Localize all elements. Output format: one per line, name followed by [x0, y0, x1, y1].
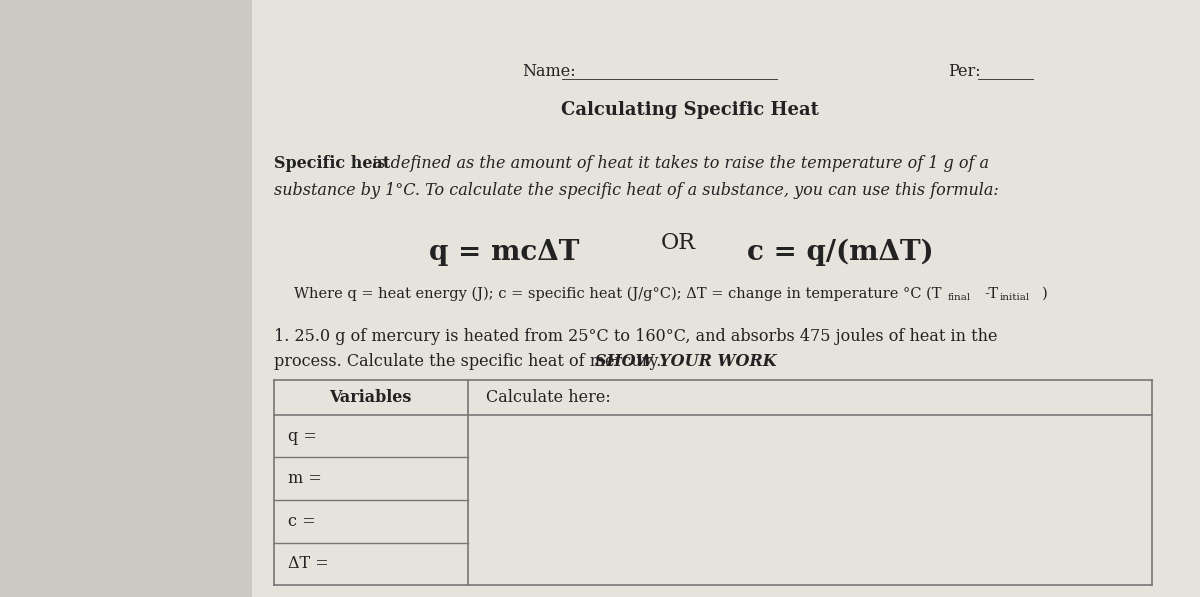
Text: substance by 1°C. To calculate the specific heat of a substance, you can use thi: substance by 1°C. To calculate the speci… [274, 182, 998, 199]
Text: final: final [948, 293, 971, 301]
Text: Specific heat: Specific heat [274, 155, 390, 172]
Text: Calculating Specific Heat: Calculating Specific Heat [562, 101, 818, 119]
Text: ΔT =: ΔT = [288, 555, 329, 573]
Text: Name:: Name: [522, 63, 576, 79]
Text: q = mcΔT: q = mcΔT [428, 239, 580, 266]
Text: ___________________________: ___________________________ [562, 63, 778, 79]
Text: is defined as the amount of heat it takes to raise the temperature of 1 g of a: is defined as the amount of heat it take… [367, 155, 989, 172]
Text: c = q/(mΔT): c = q/(mΔT) [746, 239, 934, 266]
Text: Calculate here:: Calculate here: [486, 389, 611, 406]
Text: m =: m = [288, 470, 322, 487]
Text: SHOW YOUR WORK: SHOW YOUR WORK [595, 353, 776, 370]
Text: -T: -T [984, 287, 998, 300]
Text: process. Calculate the specific heat of mercury.: process. Calculate the specific heat of … [274, 353, 666, 370]
Text: ): ) [1042, 287, 1048, 300]
Text: Where q = heat energy (J); c = specific heat (J/g°C); ΔT = change in temperature: Where q = heat energy (J); c = specific … [294, 287, 942, 301]
Text: 1. 25.0 g of mercury is heated from 25°C to 160°C, and absorbs 475 joules of hea: 1. 25.0 g of mercury is heated from 25°C… [274, 328, 997, 345]
Text: Variables: Variables [330, 389, 412, 406]
Text: c =: c = [288, 513, 316, 530]
Text: Per:: Per: [948, 63, 980, 79]
Text: initial: initial [1000, 293, 1030, 301]
Text: _______: _______ [978, 63, 1034, 79]
Text: q =: q = [288, 427, 317, 445]
Text: OR: OR [660, 232, 696, 254]
